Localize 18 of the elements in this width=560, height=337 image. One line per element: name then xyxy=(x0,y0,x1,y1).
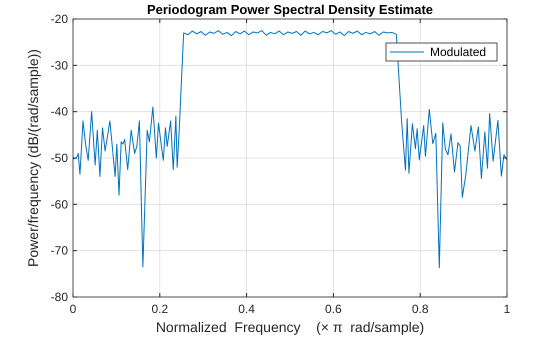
x-axis-title: Normalized Frequency (× π rad/sample) xyxy=(156,319,424,335)
x-tick-label: 0.6 xyxy=(325,302,342,316)
x-tick-label: 0.4 xyxy=(238,302,256,316)
y-tick-label: -80 xyxy=(50,290,68,304)
y-tick-label: -70 xyxy=(50,244,68,258)
y-tick-label: -60 xyxy=(50,197,68,212)
y-tick-label: -50 xyxy=(50,151,68,165)
x-tick-label: 0 xyxy=(70,302,77,316)
x-tick-label: 1 xyxy=(504,302,511,316)
line-series xyxy=(72,30,508,268)
y-tick-label: -20 xyxy=(50,12,68,26)
x-tick-label: 0.2 xyxy=(151,302,168,316)
y-tick-label: -40 xyxy=(50,104,68,119)
y-axis-title: Power/frequency (dB/(rad/sample)) xyxy=(25,49,41,267)
y-tick-label: -30 xyxy=(50,58,68,72)
chart-title: Periodogram Power Spectral Density Estimate xyxy=(146,2,434,17)
legend-label: Modulated xyxy=(430,45,486,59)
x-tick-label: 0.8 xyxy=(412,302,429,316)
